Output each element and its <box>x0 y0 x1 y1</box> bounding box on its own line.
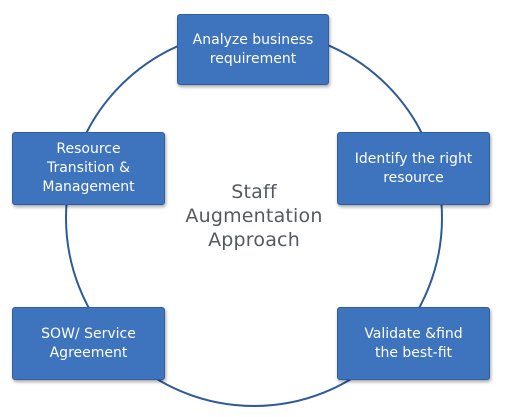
step-label-line: requirement <box>209 50 297 67</box>
step-identify-right-resource: Identify the right resource <box>337 132 490 205</box>
step-resource-transition-management: Resource Transition & Management <box>12 132 165 205</box>
step-analyze-business-requirement: Analyze business requirement <box>177 14 329 85</box>
step-label-line: Validate &find <box>364 325 463 342</box>
step-label-line: resource <box>383 169 444 186</box>
center-title-line-3: Approach <box>208 229 300 251</box>
step-label-line: SOW/ Service <box>41 325 136 342</box>
step-label-line: Agreement <box>49 344 128 361</box>
step-label-line: Identify the right <box>354 150 473 167</box>
step-label-line: Analyze business <box>192 31 314 48</box>
step-label-line: Management <box>42 179 135 195</box>
step-sow-service-agreement: SOW/ Service Agreement <box>12 307 165 380</box>
center-title-line-2: Augmentation <box>185 205 323 227</box>
step-validate-find-best-fit: Validate &find the best-fit <box>337 307 490 380</box>
step-label-line: Resource <box>56 141 121 157</box>
step-label-line: Transition & <box>46 160 131 176</box>
step-label-line: the best-fit <box>374 344 453 361</box>
center-title-line-1: Staff <box>231 181 277 203</box>
center-title: Staff Augmentation Approach <box>164 180 344 252</box>
